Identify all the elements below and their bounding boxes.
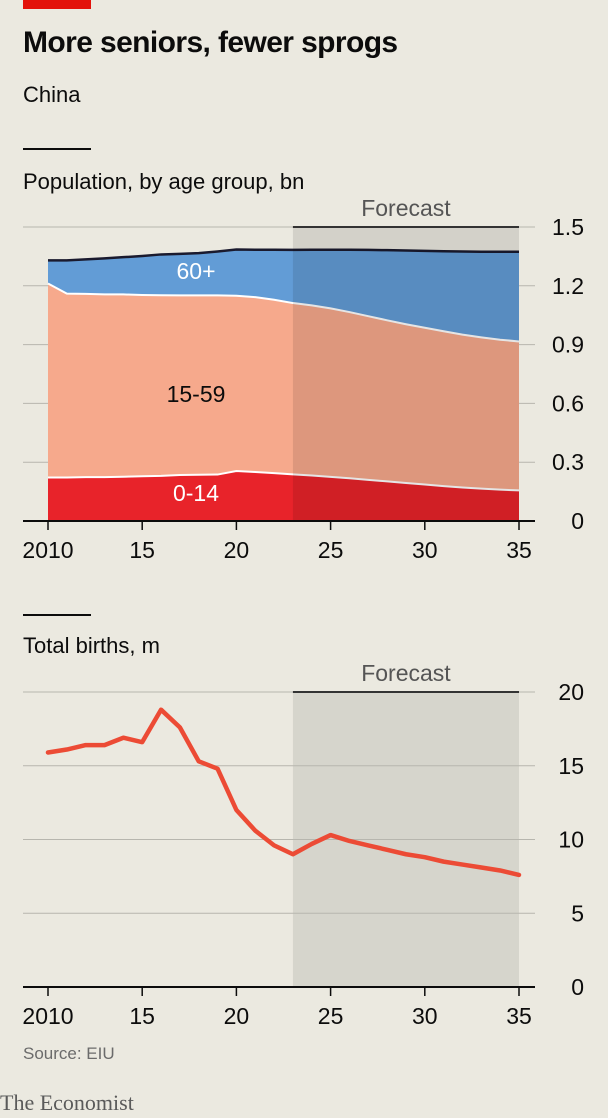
economist-logo: The Economist (0, 1090, 134, 1115)
y-tick-label: 1.5 (552, 214, 584, 240)
x-tick-label: 35 (506, 1003, 532, 1029)
x-tick-label: 2010 (22, 537, 73, 563)
y-tick-label: 0.3 (552, 449, 584, 475)
forecast-label: Forecast (361, 660, 451, 686)
x-tick-label: 2010 (22, 1003, 73, 1029)
population-chart: Forecast 0-14 15-59 60+ 0 0.3 0.6 0.9 1.2 1.5 2010… (22, 195, 584, 563)
y-tick-label: 1.2 (552, 273, 584, 299)
x-tick-label: 30 (412, 537, 438, 563)
series-label-15-59: 15-59 (167, 381, 226, 407)
y-tick-label: 0.9 (552, 332, 584, 358)
x-tick-label: 20 (224, 1003, 250, 1029)
area-boundary-line (47, 282, 520, 343)
chart-subtitle: China (23, 82, 81, 107)
source-note: Source: EIU (23, 1044, 115, 1063)
x-tick-label: 25 (318, 537, 344, 563)
brand-red-tag (23, 0, 91, 9)
series-label-60-plus: 60+ (176, 258, 215, 284)
forecast-shade (292, 227, 519, 521)
y-tick-label: 0 (571, 974, 584, 1000)
y-tick-label: 0 (571, 508, 584, 534)
x-tick-label: 20 (224, 537, 250, 563)
y-tick-label: 10 (558, 827, 584, 853)
x-tick-label: 15 (129, 1003, 155, 1029)
forecast-label: Forecast (361, 195, 451, 221)
x-tick-label: 25 (318, 1003, 344, 1029)
area-15-59 (48, 283, 519, 491)
y-tick-label: 5 (571, 900, 584, 926)
x-tick-label: 35 (506, 537, 532, 563)
y-tick-label: 0.6 (552, 390, 584, 416)
area-60+ (48, 249, 519, 342)
y-tick-label: 20 (558, 679, 584, 705)
panel-title-births: Total births, m (23, 633, 160, 658)
births-chart: Forecast 0 5 10 15 20 2010 15 20 25 30 35 (22, 660, 584, 1029)
x-tick-label: 15 (129, 537, 155, 563)
y-tick-label: 15 (558, 753, 584, 779)
chart-title: More seniors, fewer sprogs (23, 26, 398, 59)
panel-title-population: Population, by age group, bn (23, 169, 305, 194)
births-line (45, 707, 522, 878)
panel-rule-population (23, 148, 91, 150)
area-boundary-line (48, 470, 520, 492)
x-tick-label: 30 (412, 1003, 438, 1029)
series-label-0-14: 0-14 (173, 480, 219, 506)
panel-rule-births (23, 614, 91, 616)
area-boundary-line (48, 248, 519, 262)
